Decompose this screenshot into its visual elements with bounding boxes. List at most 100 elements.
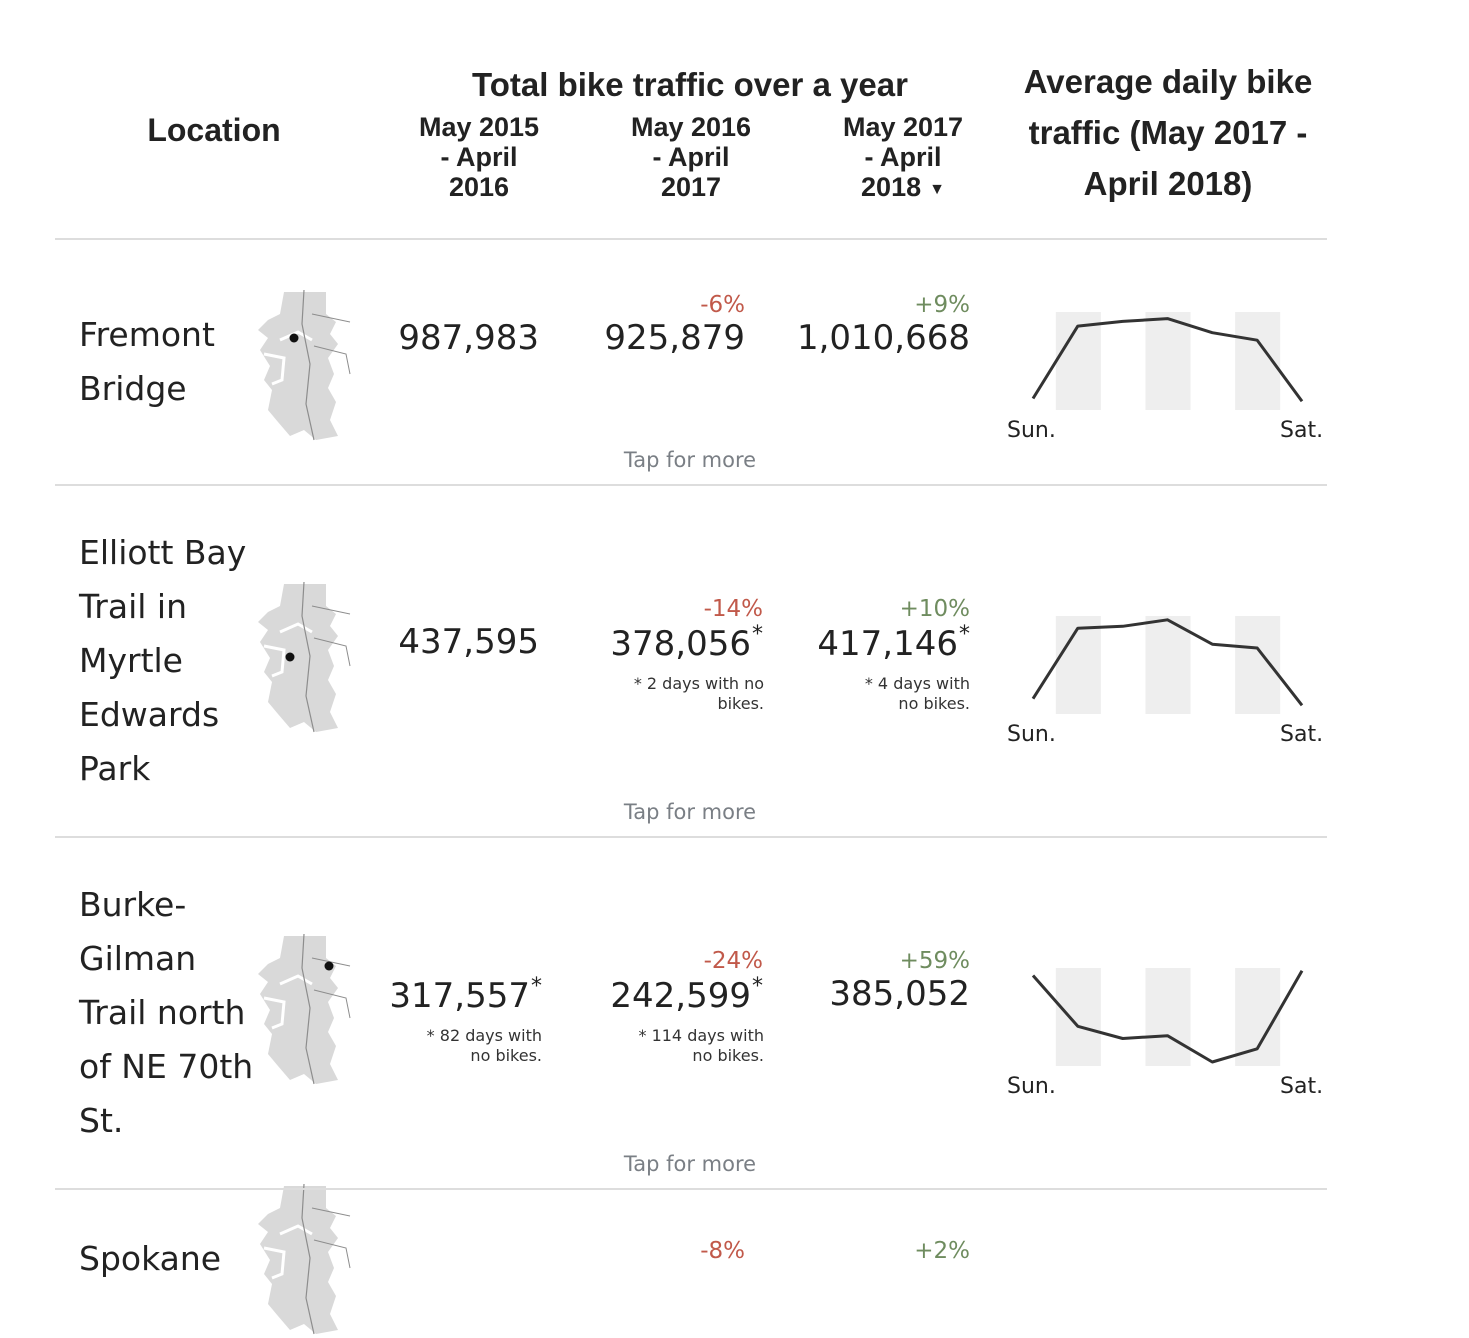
- weekday-band: [1055, 312, 1101, 410]
- header-line: 2017: [660, 172, 722, 202]
- sparkline-label-start: Sun.: [1007, 722, 1056, 747]
- traffic-total-y2: 242,599*: [534, 974, 763, 1016]
- seattle-map-icon: [258, 289, 351, 441]
- header-line: 2016: [448, 172, 510, 202]
- location-name-line: Elliott Bay: [79, 533, 247, 572]
- row-divider: [55, 238, 1327, 240]
- header-line: traffic (May 2017 -: [1028, 114, 1308, 151]
- header-line: May 2015: [418, 112, 540, 142]
- map-land-shape: [258, 1186, 338, 1334]
- footnote-line: no bikes.: [470, 1046, 542, 1065]
- traffic-total-y1: 437,595: [312, 622, 539, 662]
- header-line: - April: [440, 142, 518, 172]
- traffic-total-value: 378,056: [610, 624, 751, 664]
- location-name-line: of NE 70th: [79, 1047, 254, 1086]
- weekday-band: [1145, 968, 1191, 1066]
- traffic-total-value: 987,983: [398, 318, 539, 358]
- map-land-shape: [258, 584, 338, 732]
- header-line-text: 2018: [861, 172, 922, 202]
- location-name-line: Myrtle: [79, 641, 183, 680]
- traffic-total-value: 385,052: [829, 974, 970, 1014]
- column-header-year-2016-2017[interactable]: May 2016 - April 2017: [596, 112, 786, 202]
- traffic-total-value: 417,146: [817, 624, 958, 664]
- traffic-total-value: 1,010,668: [796, 318, 970, 358]
- header-line: April 2018): [1083, 165, 1253, 202]
- table-row[interactable]: Fremont Bridge 987,983 -6% 925,879 +9% 1,010,6…: [0, 238, 1469, 484]
- location-name-line: Burke-: [79, 885, 187, 924]
- column-header-year-2015-2016[interactable]: May 2015 - April 2016: [384, 112, 574, 202]
- percent-change-y2: -6%: [700, 292, 745, 318]
- seattle-map-icon: [258, 933, 351, 1085]
- daily-average-sparkline: [1031, 312, 1304, 410]
- percent-change-y3: +59%: [899, 948, 970, 974]
- location-marker-dot: [324, 961, 334, 971]
- footnote-asterisk: *: [959, 622, 970, 647]
- footnote-asterisk: *: [531, 974, 542, 999]
- percent-change-y2: -14%: [703, 596, 763, 622]
- column-header-location[interactable]: Location: [147, 112, 281, 148]
- percent-change-y3: +10%: [899, 596, 970, 622]
- tap-for-more-link[interactable]: Tap for more: [623, 448, 757, 472]
- weekday-band: [1145, 312, 1191, 410]
- location-name-line: Trail north: [79, 993, 246, 1032]
- column-header-average-daily: Average daily bike traffic (May 2017 - A…: [1010, 56, 1326, 209]
- location-marker-dot: [285, 652, 295, 662]
- table-row[interactable]: Elliott Bay Trail in Myrtle Edwards Park 437,…: [0, 484, 1469, 836]
- map-water-line: [263, 352, 286, 386]
- weekday-band: [1145, 616, 1191, 714]
- header-line: Average daily bike: [1023, 63, 1313, 100]
- map-water-line: [279, 330, 313, 342]
- percent-change-y3: +2%: [914, 1238, 970, 1264]
- footnote-no-bikes: * 4 days with no bikes.: [770, 674, 970, 714]
- percent-change-y2: -24%: [703, 948, 763, 974]
- weekday-band: [1055, 616, 1101, 714]
- percent-change-y3: +9%: [914, 292, 970, 318]
- map-land-shape: [258, 936, 338, 1084]
- map-road-line: [301, 289, 315, 441]
- location-name: Elliott Bay Trail in Myrtle Edwards Park: [79, 526, 259, 796]
- sparkline-label-end: Sat.: [1280, 1074, 1324, 1099]
- seattle-map-icon: [258, 1183, 351, 1335]
- map-land-shape: [258, 292, 338, 440]
- map-road-line: [311, 1207, 351, 1217]
- traffic-total-value: 317,557: [389, 976, 530, 1016]
- sparkline-series-line: [1031, 317, 1304, 403]
- footnote-no-bikes: * 114 days with no bikes.: [564, 1026, 764, 1066]
- location-name-line: Spokane: [79, 1239, 222, 1278]
- location-name-line: Edwards: [79, 695, 220, 734]
- map-water-line: [263, 996, 286, 1030]
- daily-average-sparkline: [1031, 968, 1304, 1066]
- location-name: Spokane: [79, 1232, 259, 1286]
- footnote-line: * 2 days with no: [633, 674, 764, 693]
- footnote-line: * 82 days with: [426, 1026, 542, 1045]
- map-road-line: [313, 345, 351, 375]
- sort-descending-icon[interactable]: ▼: [929, 181, 945, 198]
- traffic-total-y3: 385,052: [740, 974, 970, 1014]
- column-header-year-2017-2018[interactable]: May 2017 - April 2018 ▼: [808, 112, 998, 205]
- footnote-line: bikes.: [717, 694, 764, 713]
- map-road-line: [311, 605, 351, 615]
- row-divider: [55, 484, 1327, 486]
- map-water-line: [279, 1224, 313, 1236]
- location-name-line: Bridge: [79, 369, 187, 408]
- header-line: 2018 ▼: [808, 172, 998, 205]
- map-road-line: [301, 581, 315, 733]
- traffic-total-y2: 378,056*: [534, 622, 763, 664]
- traffic-total-y3: 1,010,668: [740, 318, 970, 358]
- tap-for-more-link[interactable]: Tap for more: [623, 1152, 757, 1176]
- footnote-no-bikes: * 82 days with no bikes.: [342, 1026, 542, 1066]
- percent-change-y2: -8%: [700, 1238, 745, 1264]
- footnote-line: * 4 days with: [864, 674, 970, 693]
- seattle-map-icon: [258, 581, 351, 733]
- table-row[interactable]: Burke- Gilman Trail north of NE 70th St. 317,…: [0, 836, 1469, 1188]
- tap-for-more-link[interactable]: Tap for more: [623, 800, 757, 824]
- footnote-asterisk: *: [752, 622, 763, 647]
- footnote-asterisk: *: [752, 974, 763, 999]
- traffic-total-y3: 417,146*: [740, 622, 970, 664]
- traffic-total-value: 437,595: [398, 622, 539, 662]
- sparkline-series-line: [1031, 970, 1304, 1064]
- table-row[interactable]: Spokane -8% +2%: [0, 1183, 1469, 1335]
- traffic-total-y1: 317,557*: [312, 974, 542, 1016]
- header-line: - April: [652, 142, 730, 172]
- row-divider: [55, 836, 1327, 838]
